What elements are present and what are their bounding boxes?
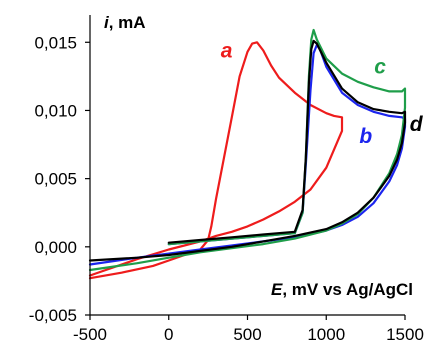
series-line-d <box>88 39 407 262</box>
series-line-a <box>88 41 344 280</box>
y-tick-label: 0,000 <box>34 238 77 257</box>
x-tick-label: 1000 <box>307 325 345 344</box>
y-axis-unit: , mA <box>109 13 146 32</box>
x-tick-label: -500 <box>73 325 107 344</box>
series-line-c <box>88 28 407 272</box>
x-tick-label: 1500 <box>386 325 424 344</box>
curve-label-b: b <box>359 125 372 148</box>
x-tick-label: 0 <box>164 325 173 344</box>
curve-label-d: d <box>410 113 424 136</box>
axis-ticks: -500 0 500 1000 1500 -0,005 0,000 0,005 0,010 0,0… <box>29 33 424 344</box>
y-tick-label: 0,005 <box>34 170 77 189</box>
x-axis-title: E, mV vs Ag/AgCl <box>271 280 413 299</box>
curve-labels: a b c d <box>221 39 424 148</box>
plot-area <box>88 28 407 280</box>
y-axis-symbol: i <box>104 13 110 32</box>
curve-label-c: c <box>374 56 386 79</box>
x-tick-label: 500 <box>233 325 261 344</box>
y-axis-title: i, mA <box>104 13 146 32</box>
y-tick-label: 0,015 <box>34 33 77 52</box>
x-axis-unit: , mV vs Ag/AgCl <box>282 280 413 299</box>
series-line-b <box>88 43 407 266</box>
x-axis-symbol: E <box>271 280 283 299</box>
y-tick-label: 0,010 <box>34 101 77 120</box>
curve-label-a: a <box>221 39 233 62</box>
y-tick-label: -0,005 <box>29 306 77 325</box>
